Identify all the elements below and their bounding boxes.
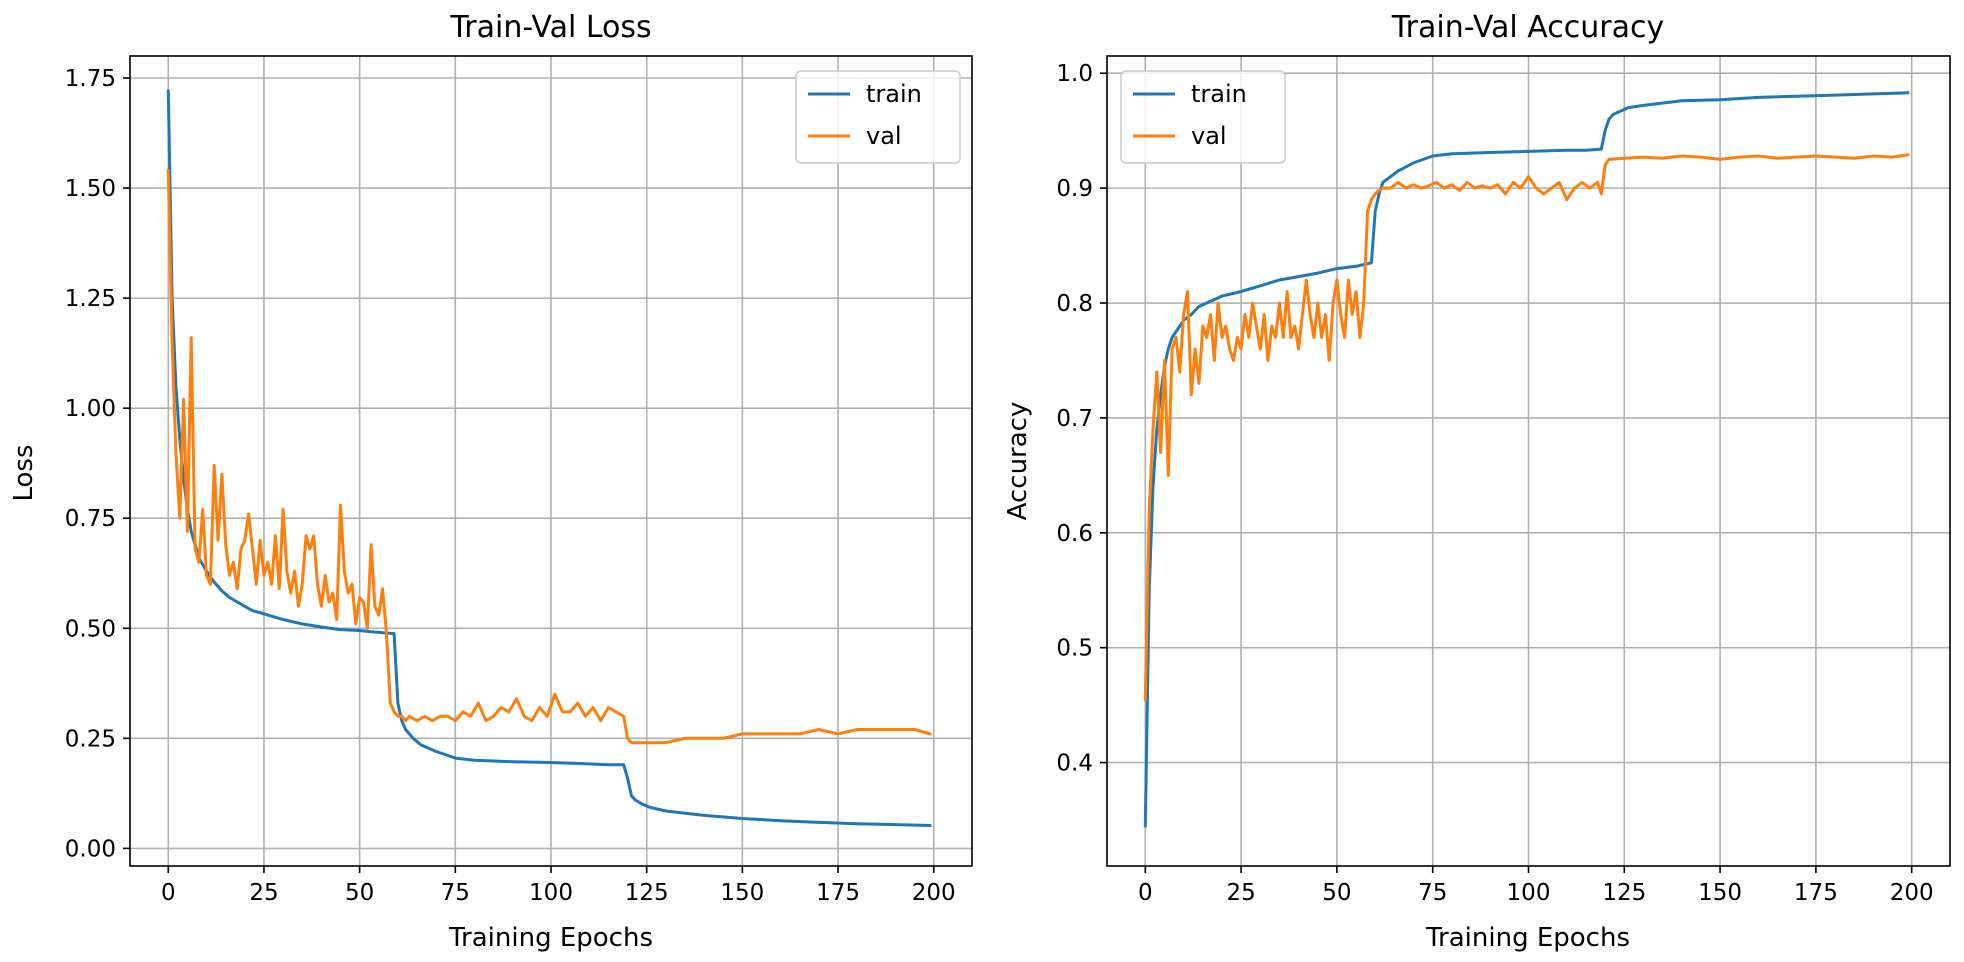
x-tick-label: 200: [1890, 880, 1934, 906]
legend-label-val: val: [866, 122, 902, 150]
x-tick-label: 25: [249, 880, 278, 906]
x-tick-label: 175: [816, 880, 860, 906]
y-axis-label: Accuracy: [1003, 402, 1033, 521]
series-line-train: [1143, 91, 1910, 828]
legend-label-train: train: [1191, 80, 1247, 108]
ticks: 0 25 50 75 100 125 150 175 200 0.00 0.25 0.50 0.75 1.…: [65, 66, 956, 906]
y-tick-label: 0.25: [65, 726, 116, 752]
x-axis-label: Training Epochs: [448, 923, 653, 953]
x-tick-label: 125: [1602, 880, 1646, 906]
series-layer: [166, 89, 932, 828]
legend: train val: [795, 70, 961, 164]
y-tick-label: 0.9: [1056, 176, 1093, 202]
x-tick-label: 75: [441, 880, 470, 906]
x-tick-label: 50: [1322, 880, 1351, 906]
x-tick-label: 200: [912, 880, 956, 906]
legend-label-train: train: [866, 80, 922, 108]
accuracy-chart: Train-Val Accuracy Training Epochs Accur…: [1003, 10, 1951, 953]
y-tick-label: 0.8: [1056, 291, 1093, 317]
y-tick-label: 0.4: [1056, 751, 1093, 777]
x-tick-label: 150: [1698, 880, 1742, 906]
y-tick-label: 0.00: [65, 836, 116, 862]
x-tick-label: 0: [161, 880, 176, 906]
y-tick-label: 0.75: [65, 506, 116, 532]
y-tick-label: 1.00: [65, 396, 116, 422]
x-tick-label: 150: [720, 880, 764, 906]
y-tick-label: 1.0: [1056, 61, 1093, 87]
grid: [1107, 56, 1950, 866]
series-line-train: [166, 89, 932, 828]
x-axis-label: Training Epochs: [1425, 923, 1630, 953]
grid: [130, 56, 972, 866]
x-tick-label: 125: [625, 880, 669, 906]
x-tick-label: 25: [1226, 880, 1255, 906]
series-layer: [1143, 91, 1910, 828]
y-tick-label: 1.50: [65, 176, 116, 202]
y-tick-label: 0.5: [1056, 636, 1093, 662]
y-tick-label: 0.50: [65, 616, 116, 642]
y-tick-label: 0.7: [1056, 406, 1093, 432]
x-tick-label: 50: [345, 880, 374, 906]
y-axis-label: Loss: [9, 444, 39, 501]
x-tick-label: 175: [1794, 880, 1838, 906]
x-tick-label: 75: [1418, 880, 1447, 906]
plot-frame: [1106, 55, 1951, 867]
y-tick-label: 1.75: [65, 66, 116, 92]
legend-label-val: val: [1191, 122, 1227, 150]
chart-title: Train-Val Accuracy: [1391, 10, 1664, 45]
ticks: 0 25 50 75 100 125 150 175 200 0.4 0.5 0.6 0.7 0.8 0.9…: [1056, 61, 1933, 906]
y-tick-label: 0.6: [1056, 521, 1093, 547]
series-line-val: [1143, 153, 1910, 701]
plot-frame: [129, 55, 973, 867]
series-line-val: [166, 168, 932, 745]
loss-chart: Train-Val Loss Training Epochs Loss 0 25 5…: [9, 10, 973, 953]
x-tick-label: 100: [1507, 880, 1551, 906]
x-tick-label: 0: [1138, 880, 1153, 906]
y-tick-label: 1.25: [65, 286, 116, 312]
chart-title: Train-Val Loss: [449, 10, 651, 45]
x-tick-label: 100: [529, 880, 573, 906]
legend: train val: [1120, 70, 1286, 164]
